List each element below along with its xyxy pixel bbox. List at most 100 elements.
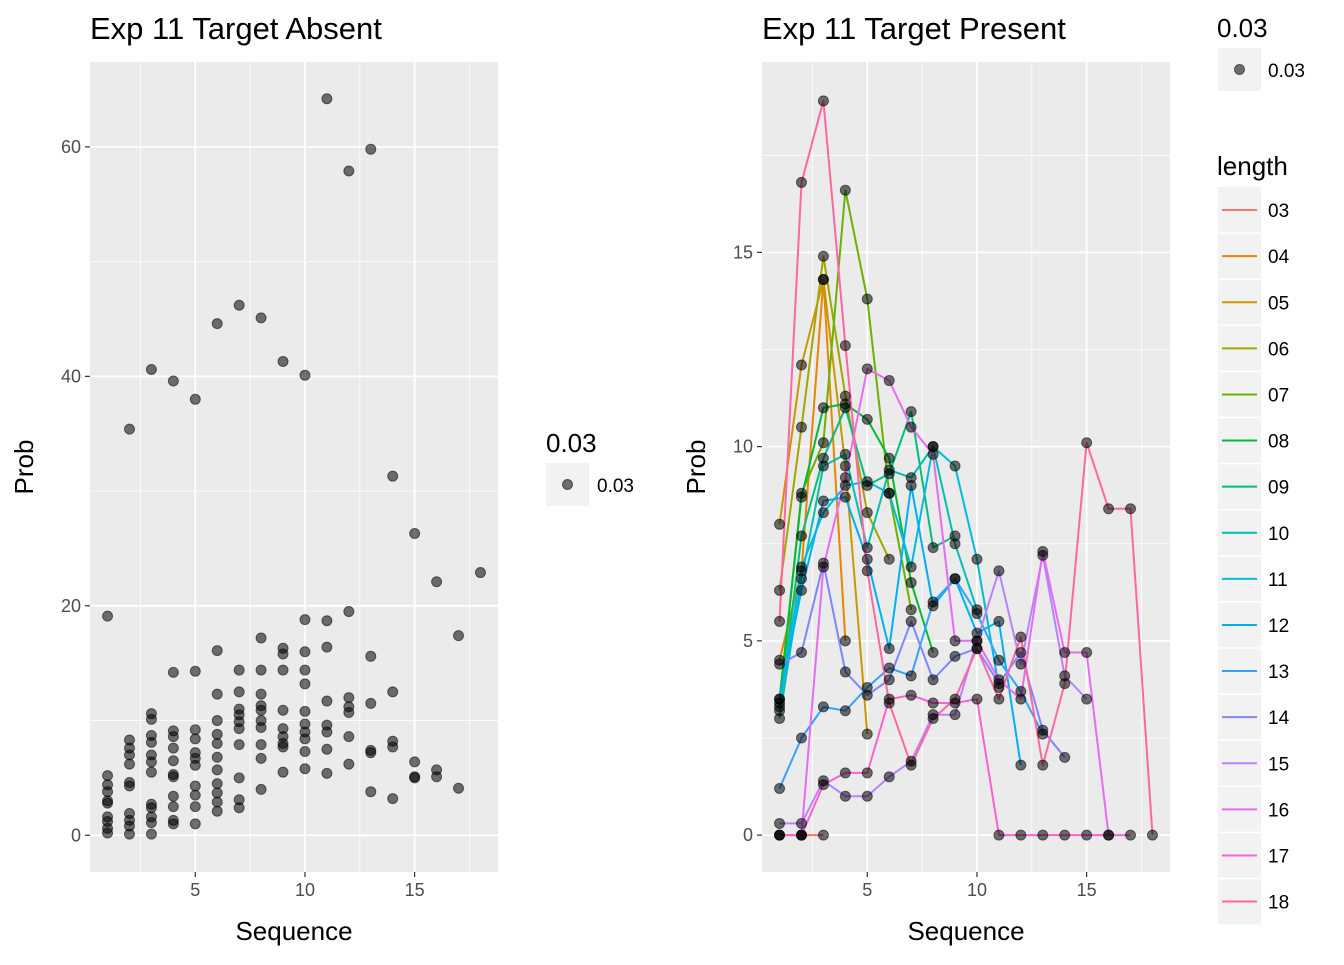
y-axis-label: Prob	[9, 440, 39, 495]
data-point	[861, 728, 873, 740]
data-point	[387, 470, 399, 482]
data-point	[409, 772, 421, 784]
data-point	[905, 561, 917, 573]
data-point	[883, 553, 895, 565]
legend-label: 03	[1268, 201, 1289, 222]
data-point	[1059, 647, 1071, 659]
legend-label: 14	[1268, 708, 1290, 729]
data-point	[774, 829, 786, 841]
data-point	[971, 608, 983, 620]
data-point	[883, 697, 895, 709]
data-point	[1015, 631, 1027, 643]
data-point	[774, 584, 786, 596]
data-point	[233, 664, 245, 676]
data-point	[321, 641, 333, 653]
plot-background	[90, 62, 498, 872]
data-point	[817, 274, 829, 286]
data-point	[431, 771, 443, 783]
series-line-08	[778, 402, 935, 700]
data-point	[211, 738, 223, 750]
data-point	[839, 472, 851, 484]
data-point	[189, 665, 201, 677]
data-point	[387, 686, 399, 698]
series-line-16	[779, 367, 1110, 837]
data-point	[927, 647, 939, 659]
y-tick-label: 20	[61, 596, 81, 616]
panel-2: 5 10 15 0 5 10 15 Exp 11 Target Present Sequence…	[681, 11, 1170, 946]
data-point	[839, 635, 851, 647]
legend-label: 13	[1268, 662, 1289, 683]
data-point	[277, 704, 289, 716]
data-point	[774, 713, 786, 725]
data-point	[145, 713, 157, 725]
data-point	[343, 707, 355, 719]
data-point	[167, 818, 179, 830]
data-point	[145, 363, 157, 375]
data-point	[167, 731, 179, 743]
data-point	[431, 576, 443, 588]
data-point	[883, 464, 895, 476]
data-point	[387, 741, 399, 753]
legend-label: 0.03	[597, 476, 634, 497]
x-tick-label: 15	[1077, 880, 1097, 900]
data-point	[365, 650, 377, 662]
data-point	[167, 771, 179, 783]
data-point	[299, 614, 311, 626]
data-point	[861, 790, 873, 802]
data-point	[211, 751, 223, 763]
data-point	[343, 606, 355, 618]
data-point	[905, 421, 917, 433]
data-point	[211, 715, 223, 727]
data-point	[189, 393, 201, 405]
data-point	[211, 796, 223, 808]
chart-title: Exp 11 Target Present	[762, 11, 1066, 46]
data-point	[883, 771, 895, 783]
data-point	[321, 726, 333, 738]
data-point	[883, 643, 895, 655]
legend-label: 04	[1268, 247, 1290, 268]
legend-label: 05	[1268, 293, 1289, 314]
data-point	[255, 739, 267, 751]
data-point	[905, 670, 917, 682]
data-point	[795, 561, 807, 573]
data-point	[817, 507, 829, 519]
x-tick-label: 10	[967, 880, 987, 900]
data-point	[189, 733, 201, 745]
data-point	[861, 689, 873, 701]
data-point	[839, 666, 851, 678]
data-point	[905, 406, 917, 418]
data-point	[145, 828, 157, 840]
data-point	[233, 802, 245, 814]
legend-title: 0.03	[546, 428, 597, 458]
data-point	[861, 565, 873, 577]
data-point	[387, 793, 399, 805]
data-point	[839, 491, 851, 503]
data-point	[102, 786, 114, 798]
data-point	[189, 801, 201, 813]
data-point	[839, 705, 851, 717]
data-point	[167, 375, 179, 387]
data-point	[167, 790, 179, 802]
data-point	[817, 402, 829, 414]
legend-label: 15	[1268, 754, 1289, 775]
data-point	[1037, 545, 1049, 557]
data-point	[299, 705, 311, 717]
data-point	[971, 643, 983, 655]
data-point	[453, 630, 465, 642]
data-point	[453, 782, 465, 794]
data-point	[949, 635, 961, 647]
data-point	[167, 801, 179, 813]
data-point	[949, 573, 961, 585]
data-point	[927, 596, 939, 608]
data-point	[839, 340, 851, 352]
data-point	[145, 802, 157, 814]
data-point	[211, 778, 223, 790]
y-tick-label: 0	[71, 825, 81, 845]
data-point	[102, 827, 114, 839]
y-tick-label: 15	[733, 242, 753, 262]
data-point	[189, 759, 201, 771]
data-point	[795, 530, 807, 542]
data-point	[277, 355, 289, 367]
legend-panel-2-point: 0.030.03	[1217, 13, 1305, 91]
